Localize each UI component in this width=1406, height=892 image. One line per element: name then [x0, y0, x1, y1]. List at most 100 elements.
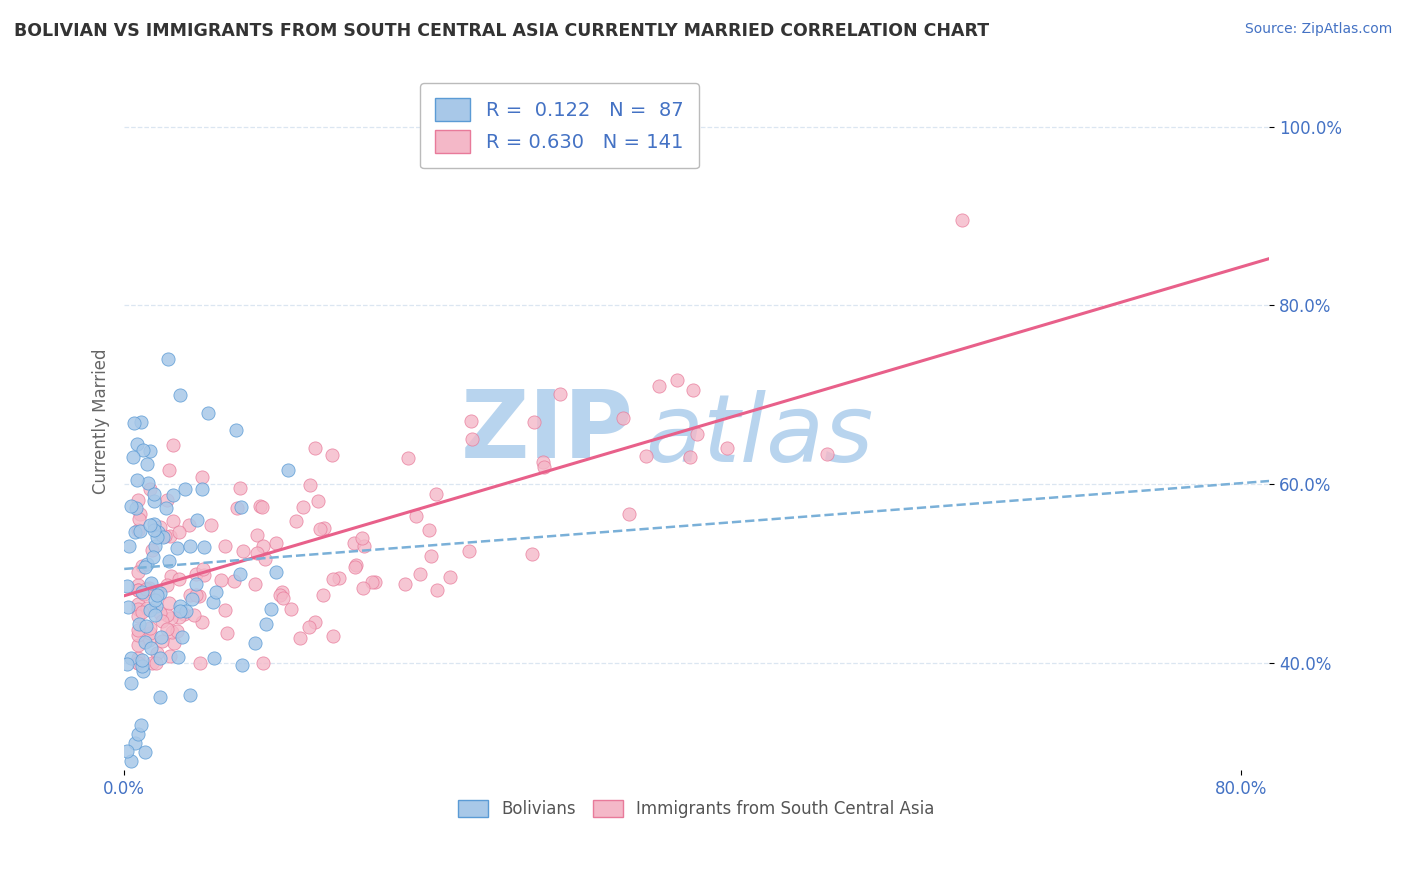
Point	[149, 630, 172, 644]
Point	[131, 659, 153, 673]
Point	[394, 577, 416, 591]
Point	[141, 543, 163, 558]
Point	[254, 617, 277, 632]
Point	[127, 627, 149, 641]
Point	[270, 585, 292, 599]
Legend: Bolivians, Immigrants from South Central Asia: Bolivians, Immigrants from South Central…	[451, 793, 942, 824]
Point	[179, 589, 201, 603]
Point	[143, 539, 166, 553]
Point	[149, 585, 172, 599]
Point	[231, 500, 253, 514]
Point	[141, 656, 163, 670]
Point	[162, 438, 184, 452]
Point	[127, 638, 149, 652]
Point	[409, 567, 432, 582]
Point	[127, 582, 149, 597]
Point	[232, 544, 254, 558]
Point	[426, 582, 449, 597]
Point	[167, 610, 190, 624]
Point	[159, 648, 181, 663]
Point	[157, 352, 180, 367]
Point	[288, 631, 311, 645]
Point	[322, 629, 344, 643]
Point	[418, 523, 440, 537]
Point	[460, 414, 482, 428]
Point	[172, 631, 194, 645]
Point	[118, 539, 141, 553]
Point	[246, 528, 269, 542]
Point	[141, 576, 163, 591]
Point	[531, 455, 554, 469]
Point	[139, 621, 162, 635]
Point	[177, 518, 200, 533]
Point	[120, 754, 142, 768]
Point	[129, 524, 152, 539]
Point	[163, 635, 186, 649]
Point	[205, 585, 228, 599]
Point	[122, 450, 145, 464]
Point	[145, 592, 167, 607]
Point	[229, 481, 252, 495]
Point	[191, 482, 214, 496]
Point	[127, 656, 149, 670]
Point	[202, 651, 225, 665]
Point	[155, 501, 177, 516]
Point	[132, 587, 155, 601]
Point	[142, 549, 165, 564]
Point	[186, 512, 208, 526]
Text: ZIP: ZIP	[461, 386, 634, 478]
Point	[184, 576, 207, 591]
Point	[127, 609, 149, 624]
Point	[135, 582, 157, 596]
Point	[128, 508, 150, 522]
Point	[166, 541, 188, 556]
Point	[156, 622, 179, 636]
Point	[122, 416, 145, 430]
Point	[157, 596, 180, 610]
Point	[634, 449, 657, 463]
Point	[135, 619, 157, 633]
Point	[344, 560, 367, 574]
Point	[328, 571, 350, 585]
Point	[191, 615, 214, 629]
Point	[425, 487, 447, 501]
Point	[127, 493, 149, 508]
Point	[304, 442, 326, 456]
Point	[181, 592, 204, 607]
Point	[678, 450, 700, 465]
Point	[131, 559, 153, 574]
Point	[246, 546, 269, 560]
Point	[162, 514, 184, 528]
Point	[322, 572, 344, 586]
Point	[271, 591, 294, 606]
Point	[139, 603, 162, 617]
Point	[146, 584, 169, 599]
Point	[197, 406, 219, 420]
Point	[156, 607, 179, 622]
Point	[188, 656, 211, 670]
Point	[187, 589, 209, 603]
Point	[396, 450, 419, 465]
Point	[142, 523, 165, 537]
Point	[352, 531, 374, 545]
Point	[169, 599, 191, 614]
Point	[139, 482, 162, 496]
Point	[243, 636, 266, 650]
Point	[292, 500, 315, 514]
Point	[150, 614, 173, 628]
Point	[461, 433, 484, 447]
Text: atlas: atlas	[645, 390, 873, 481]
Point	[249, 500, 271, 514]
Point	[173, 607, 195, 621]
Point	[304, 615, 326, 629]
Point	[298, 620, 321, 634]
Point	[193, 541, 215, 555]
Point	[815, 447, 838, 461]
Point	[173, 482, 195, 496]
Point	[179, 688, 201, 702]
Point	[314, 521, 336, 535]
Point	[115, 743, 138, 757]
Point	[120, 499, 142, 513]
Point	[191, 562, 214, 576]
Point	[127, 437, 149, 451]
